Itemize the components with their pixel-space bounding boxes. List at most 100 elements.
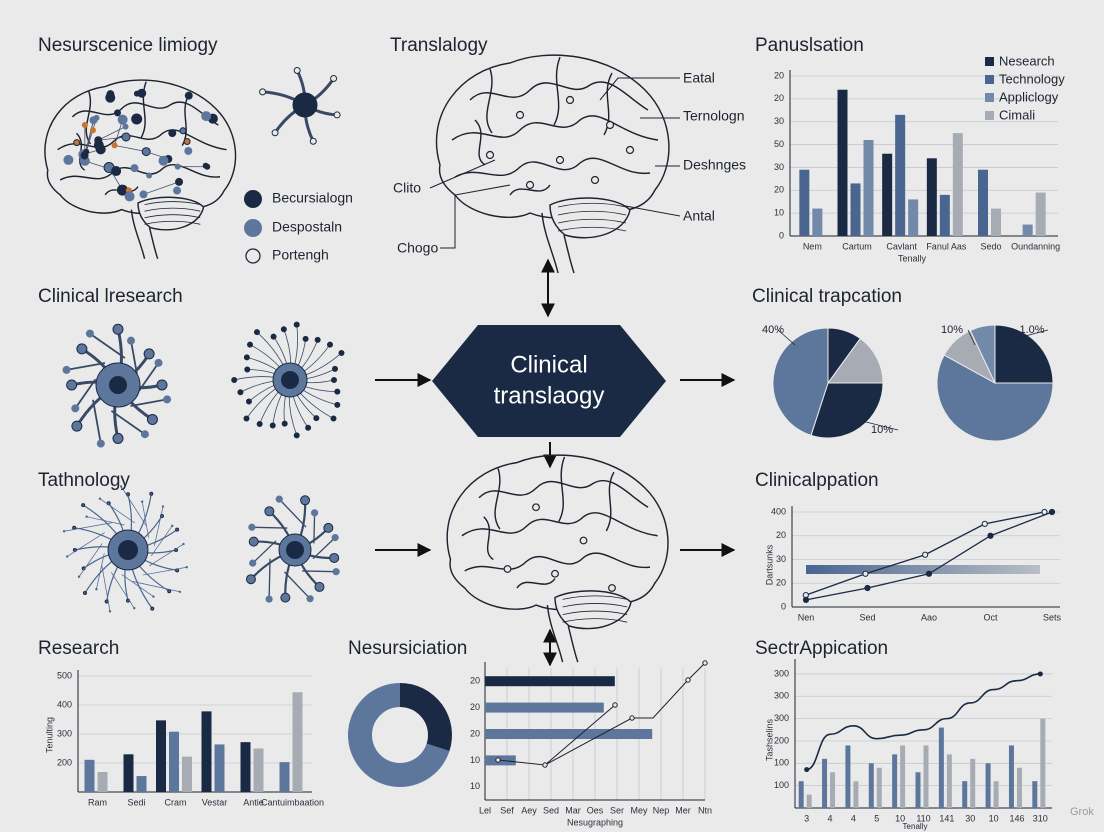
y-tick-label: 100 <box>774 758 789 768</box>
x-tick-label: Oct <box>983 612 998 622</box>
dendrite-end <box>71 420 83 432</box>
dendrite-end <box>96 439 105 448</box>
y-tick-label: 10 <box>470 755 480 765</box>
x-tick-label: Aey <box>521 805 537 815</box>
dendrite-end <box>85 515 88 518</box>
cerebellum-fold <box>562 618 628 623</box>
x-tick-label: 30 <box>965 813 975 823</box>
line-marker <box>802 596 810 603</box>
trend-point <box>702 660 708 666</box>
dendrite-end <box>154 358 163 367</box>
panel-title: Tathnology <box>38 470 130 491</box>
legend-swatch <box>244 190 262 208</box>
leader-line <box>599 77 680 101</box>
bar <box>895 114 906 236</box>
dendrite-branch <box>74 378 97 409</box>
dendrite-end <box>244 366 251 373</box>
panel-title: Research <box>38 638 119 659</box>
dendrite-end <box>167 589 172 594</box>
bar <box>830 772 836 808</box>
line-marker <box>981 520 988 527</box>
bar <box>799 169 810 236</box>
dendrite-end <box>264 506 275 517</box>
network-node <box>89 127 96 134</box>
x-tick-label: Sed <box>859 612 875 622</box>
network-node <box>81 122 88 129</box>
y-tick-label: 20 <box>774 185 784 195</box>
x-tick-label: Fanul Aas <box>926 241 967 251</box>
dendrite-end <box>313 415 320 422</box>
dendrite-end <box>248 536 259 547</box>
legend-swatch <box>985 111 994 120</box>
dendrite-end <box>149 491 154 496</box>
brain-node <box>565 95 575 105</box>
dendrite-end <box>71 404 80 413</box>
dendrite-end <box>85 329 94 338</box>
cerebellum-fold <box>144 214 201 219</box>
dendrite-branch <box>138 362 160 391</box>
brain-fold <box>461 512 658 537</box>
dendrite-end <box>248 523 256 531</box>
dendrite-end <box>331 377 337 383</box>
leader-line <box>619 204 681 217</box>
dendrite-branch <box>302 570 337 573</box>
bar <box>182 756 192 792</box>
cerebellum-fold <box>557 202 627 208</box>
dendrite-end <box>334 388 341 395</box>
brain-node <box>503 565 512 573</box>
bar <box>123 754 134 792</box>
pie-annotation: 10% <box>871 424 893 436</box>
brain-node <box>608 584 616 592</box>
brain-node <box>551 569 559 578</box>
brain-label: Deshnges <box>683 157 746 173</box>
trend-point <box>612 702 618 708</box>
dendrite-end <box>293 432 300 439</box>
bar <box>97 771 108 792</box>
x-tick-label: Sef <box>500 805 514 815</box>
pie-slice <box>994 324 1054 384</box>
dendrite-end <box>143 348 155 360</box>
y-tick-label: 300 <box>774 668 789 678</box>
dendrite-end <box>140 430 149 439</box>
network-node <box>124 191 135 202</box>
x-axis-title: Tenally <box>898 253 927 263</box>
brain-fold <box>486 68 493 134</box>
dendrite-end <box>150 606 155 611</box>
dendrite-end <box>306 595 314 603</box>
annotation-leader <box>1009 329 1049 341</box>
x-tick-label: 10 <box>989 813 999 823</box>
line-marker <box>922 551 929 558</box>
y-tick-label: 400 <box>57 699 72 709</box>
bar <box>136 776 147 792</box>
x-tick-label: Antie <box>243 797 264 807</box>
dendrite-branch <box>132 581 180 593</box>
dendrite-end <box>249 559 257 567</box>
y-axis-title: Dartsunks <box>764 544 774 585</box>
dendrite-end <box>77 575 81 578</box>
bar <box>1035 192 1046 236</box>
dendrite-end <box>280 592 291 603</box>
bar <box>214 744 225 792</box>
y-tick-label: 0 <box>781 601 786 611</box>
y-tick-label: 20 <box>776 578 786 588</box>
watermark: Grok <box>1070 806 1094 818</box>
bar <box>1016 767 1022 808</box>
x-tick-label: Mey <box>630 805 648 815</box>
center-label: Clinical <box>510 351 587 378</box>
dendrite-end <box>269 422 276 429</box>
dendrite-end <box>326 341 333 348</box>
bar <box>868 763 874 808</box>
panel-title: Nesursiciation <box>348 638 467 659</box>
bar <box>485 729 653 739</box>
y-tick-label: 300 <box>774 691 789 701</box>
dendrite-branch <box>92 399 102 444</box>
x-tick-label: Aao <box>921 612 937 622</box>
bar <box>201 711 212 792</box>
bar <box>1008 745 1014 808</box>
dendrite-end <box>81 503 86 508</box>
network-link <box>85 120 94 152</box>
bar <box>978 169 988 236</box>
brain-node <box>590 175 600 185</box>
dendrite-end <box>293 66 301 74</box>
